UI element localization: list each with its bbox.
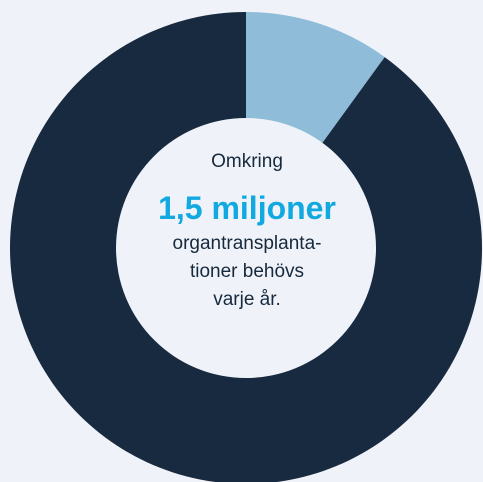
center-label: Omkring 1,5 miljoner organtransplanta- t… [117,150,377,314]
center-label-value: 1,5 miljoner [158,190,336,226]
center-label-post: organtransplanta- tioner behövs varje år… [172,233,322,310]
donut-center-hole [116,118,376,378]
center-label-pre: Omkring [211,151,283,172]
